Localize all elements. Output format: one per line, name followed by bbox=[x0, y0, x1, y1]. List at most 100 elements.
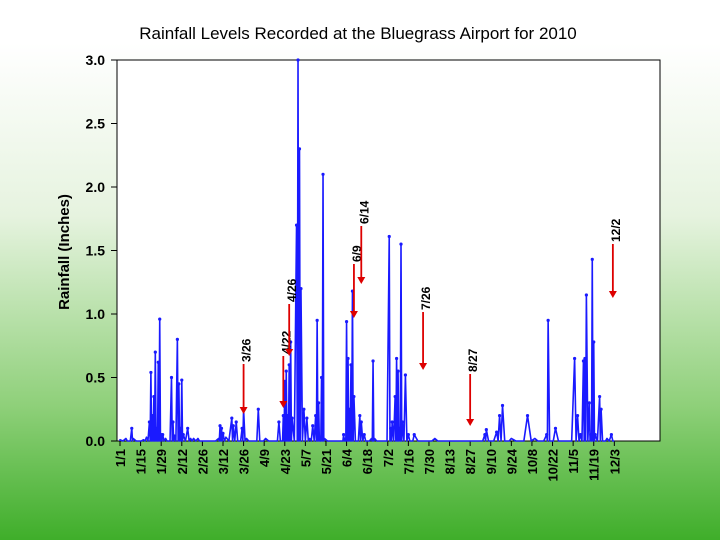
data-point bbox=[181, 433, 185, 437]
data-point bbox=[371, 359, 375, 363]
data-point bbox=[305, 416, 309, 420]
y-axis-label: Rainfall (Inches) bbox=[56, 194, 73, 310]
data-point bbox=[497, 414, 502, 418]
data-point bbox=[294, 223, 299, 227]
data-point bbox=[390, 420, 394, 424]
data-point bbox=[583, 356, 587, 361]
data-point bbox=[578, 433, 583, 437]
annotation-label: 12/2 bbox=[609, 218, 623, 242]
data-point bbox=[150, 414, 154, 418]
data-point bbox=[155, 426, 159, 430]
data-point bbox=[589, 433, 593, 437]
data-point bbox=[592, 340, 596, 344]
data-point bbox=[175, 337, 179, 341]
data-point bbox=[296, 58, 300, 62]
data-point bbox=[315, 318, 319, 322]
data-point bbox=[412, 433, 416, 437]
x-tick-label: 10/22 bbox=[546, 449, 561, 482]
data-point bbox=[152, 394, 156, 399]
annotation-arrow-head bbox=[608, 291, 617, 298]
data-point bbox=[609, 433, 613, 437]
x-tick-label: 8/27 bbox=[463, 449, 478, 474]
x-tick-label: 12/3 bbox=[607, 449, 622, 474]
data-point bbox=[483, 433, 487, 437]
annotation-label: 8/27 bbox=[466, 348, 480, 372]
annotation-label: 4/26 bbox=[285, 278, 299, 302]
data-point bbox=[358, 414, 362, 418]
data-point bbox=[587, 401, 591, 405]
data-point bbox=[599, 407, 603, 411]
data-point bbox=[231, 424, 235, 428]
data-point bbox=[297, 147, 302, 151]
data-point bbox=[302, 407, 306, 411]
data-point bbox=[287, 363, 291, 367]
x-tick-label: 1/1 bbox=[113, 449, 128, 467]
y-tick-label: 1.5 bbox=[86, 243, 106, 259]
annotation-arrow-head bbox=[357, 277, 366, 284]
data-point bbox=[397, 426, 402, 430]
x-tick-label: 3/12 bbox=[216, 449, 231, 474]
data-point bbox=[394, 356, 399, 361]
data-point bbox=[299, 287, 303, 291]
data-point bbox=[389, 426, 393, 430]
data-point bbox=[169, 375, 174, 380]
data-point bbox=[314, 414, 318, 418]
y-tick-label: 3.0 bbox=[86, 52, 106, 68]
annotation-arrow-head bbox=[466, 419, 475, 426]
y-tick-label: 0.0 bbox=[86, 433, 106, 449]
data-point bbox=[525, 414, 530, 418]
data-point bbox=[171, 420, 175, 424]
x-tick-label: 2/26 bbox=[195, 449, 210, 474]
annotation-arrow-head bbox=[239, 407, 248, 414]
x-tick-label: 3/26 bbox=[237, 449, 252, 474]
rainfall-series-line bbox=[119, 59, 615, 442]
x-tick-group: 1/1 1/15 1/29 2/12 2/26 3/12 3/26 4/9 4/23 5/7 5/2… bbox=[113, 441, 622, 482]
x-tick-label: 9/10 bbox=[484, 449, 499, 474]
data-point bbox=[156, 360, 160, 364]
x-tick-label: 4/9 bbox=[257, 449, 272, 467]
data-point bbox=[219, 426, 224, 430]
data-point bbox=[362, 433, 366, 437]
data-point bbox=[172, 434, 177, 438]
annotation-label: 6/14 bbox=[357, 200, 371, 224]
data-point bbox=[321, 172, 325, 176]
data-point bbox=[281, 414, 285, 418]
x-tick-label: 8/13 bbox=[443, 449, 458, 474]
data-point bbox=[598, 394, 602, 399]
data-point bbox=[286, 414, 290, 418]
x-tick-label: 7/16 bbox=[401, 449, 416, 474]
data-point bbox=[290, 416, 294, 420]
data-point bbox=[256, 407, 260, 411]
x-tick-label: 1/29 bbox=[154, 449, 169, 474]
data-point bbox=[218, 424, 222, 428]
data-point bbox=[546, 318, 550, 322]
y-tick-label: 1.0 bbox=[86, 306, 106, 322]
x-tick-label: 6/4 bbox=[340, 448, 355, 467]
y-tick-group: 0.0 0.5 1.0 1.5 2.0 2.5 3.0 bbox=[86, 52, 117, 449]
data-point bbox=[590, 257, 594, 261]
data-point bbox=[234, 420, 238, 424]
data-point bbox=[230, 416, 234, 420]
x-tick-label: 11/5 bbox=[566, 449, 581, 474]
series-group bbox=[119, 58, 615, 442]
data-point bbox=[161, 433, 165, 437]
data-point bbox=[158, 317, 162, 321]
data-point bbox=[346, 356, 350, 361]
x-tick-label: 11/19 bbox=[587, 449, 602, 481]
data-point bbox=[147, 420, 152, 424]
annotation-arrow-head bbox=[419, 363, 428, 370]
annotation-arrow-head bbox=[349, 311, 358, 318]
x-tick-label: 1/15 bbox=[134, 449, 149, 474]
data-point bbox=[500, 403, 505, 408]
data-point bbox=[352, 394, 356, 399]
data-point bbox=[399, 242, 403, 246]
annotation-label: 7/26 bbox=[419, 286, 433, 310]
data-point bbox=[347, 407, 352, 411]
data-point bbox=[406, 433, 410, 437]
data-point bbox=[277, 420, 281, 424]
data-point bbox=[180, 378, 184, 382]
x-tick-label: 7/30 bbox=[422, 449, 437, 474]
y-tick-label: 2.0 bbox=[86, 179, 106, 195]
